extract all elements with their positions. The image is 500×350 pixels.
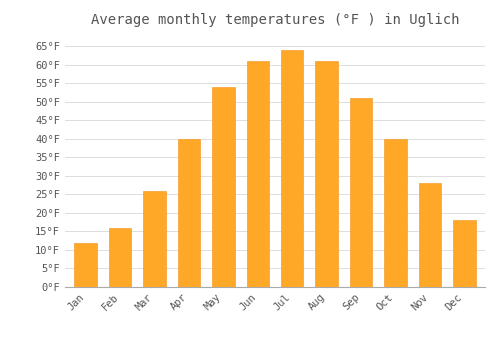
Bar — [74, 243, 97, 287]
Bar — [144, 191, 166, 287]
Title: Average monthly temperatures (°F ) in Uglich: Average monthly temperatures (°F ) in Ug… — [91, 13, 459, 27]
Bar — [453, 220, 475, 287]
Bar — [246, 61, 269, 287]
Bar — [178, 139, 200, 287]
Bar — [350, 98, 372, 287]
Bar — [109, 228, 132, 287]
Bar — [384, 139, 406, 287]
Bar — [316, 61, 338, 287]
Bar — [212, 87, 234, 287]
Bar — [418, 183, 441, 287]
Bar — [281, 50, 303, 287]
